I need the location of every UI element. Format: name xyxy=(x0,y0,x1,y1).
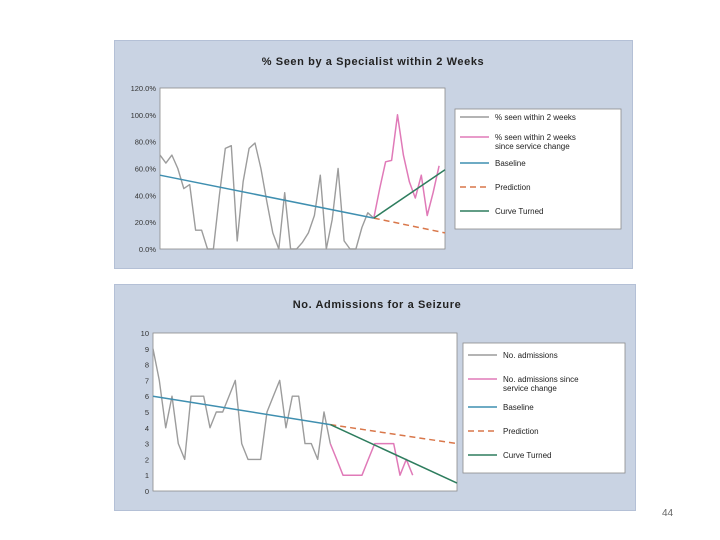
y-tick-label: 100.0% xyxy=(131,111,157,120)
chart-title: % Seen by a Specialist within 2 Weeks xyxy=(262,56,485,68)
legend-label: Prediction xyxy=(503,427,539,436)
y-tick-label: 0 xyxy=(145,487,149,496)
legend-label: Baseline xyxy=(495,159,526,168)
legend-label: Curve Turned xyxy=(495,207,543,216)
y-tick-label: 60.0% xyxy=(135,165,157,174)
y-tick-label: 8 xyxy=(145,361,149,370)
y-tick-label: 40.0% xyxy=(135,191,157,200)
series-line-curve-turned xyxy=(329,423,458,484)
legend-box xyxy=(454,108,622,230)
plot-area xyxy=(159,87,446,250)
y-tick-label: 3 xyxy=(145,440,149,449)
legend-label: % seen within 2 weeks xyxy=(495,113,576,122)
chart-admissions-for-seizure: No. Admissions for a Seizure 0 1 2 3 4 5 6 7 8 9 1… xyxy=(141,299,626,496)
y-tick-label: 1 xyxy=(145,471,149,480)
y-tick-label: 120.0% xyxy=(131,84,157,93)
legend-label: No. admissions xyxy=(503,351,558,360)
y-tick-label: 20.0% xyxy=(135,218,157,227)
y-tick-label: 7 xyxy=(145,376,149,385)
legend-label: % seen within 2 weeks since service chang… xyxy=(495,133,576,151)
y-tick-label: 80.0% xyxy=(135,138,157,147)
y-tick-label: 4 xyxy=(145,424,149,433)
y-tick-label: 2 xyxy=(145,455,149,464)
legend-label: Curve Turned xyxy=(503,451,551,460)
chart-specialist-within-2-weeks: % Seen by a Specialist within 2 Weeks 0.… xyxy=(131,56,622,254)
series-line-seen-within-2-weeks xyxy=(159,142,375,250)
y-tick-label: 10 xyxy=(141,329,149,338)
legend-box xyxy=(462,342,626,474)
series-line-curve-turned xyxy=(373,169,446,219)
chart-panel-admissions: No. Admissions for a Seizure 0 1 2 3 4 5 6 7 8 9 1… xyxy=(114,284,636,511)
series-line-prediction xyxy=(373,217,446,234)
page-number: 44 xyxy=(662,508,674,519)
legend-label: No. admissions since service change xyxy=(503,375,579,393)
legend-label: Prediction xyxy=(495,183,531,192)
chart-title: No. Admissions for a Seizure xyxy=(293,299,462,311)
plot-area xyxy=(152,332,458,492)
series-line-baseline xyxy=(152,395,331,426)
y-tick-label: 0.0% xyxy=(139,245,156,254)
y-tick-label: 5 xyxy=(145,408,149,417)
chart-panel-specialist: % Seen by a Specialist within 2 Weeks 0.… xyxy=(114,40,633,269)
y-tick-label: 9 xyxy=(145,345,149,354)
series-line-no-admissions-since-service-change xyxy=(329,442,414,476)
series-line-seen-within-2-weeks-since-service-change xyxy=(373,114,440,219)
series-line-prediction xyxy=(330,423,458,445)
y-tick-label: 6 xyxy=(145,392,149,401)
series-line-baseline xyxy=(159,174,374,219)
series-line-no-admissions xyxy=(152,348,331,461)
legend-label: Baseline xyxy=(503,403,534,412)
